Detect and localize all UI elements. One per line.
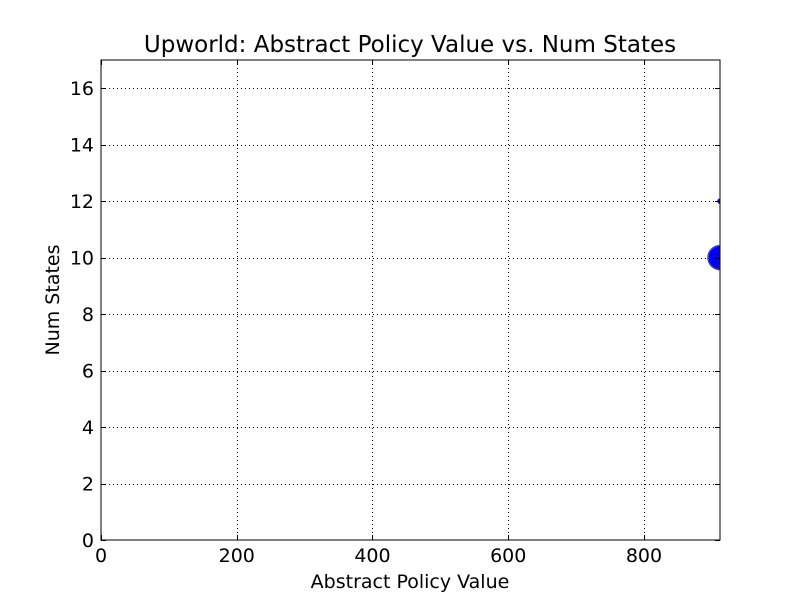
- y-tick-labels: 0 2 4 6 8 10 12 14 16: [70, 78, 94, 552]
- y-tick-label: 2: [82, 474, 94, 496]
- y-tick-label: 12: [70, 191, 94, 213]
- y-tick-label: 16: [70, 78, 94, 100]
- x-tick-label: 600: [490, 545, 526, 567]
- plot-frame: [100, 59, 721, 541]
- y-tick-label: 0: [82, 530, 94, 552]
- x-axis-title: Abstract Policy Value: [311, 571, 510, 593]
- y-axis-title: Num States: [42, 245, 64, 356]
- axis-ticks: [101, 60, 720, 541]
- x-tick-label: 0: [95, 545, 107, 567]
- data-point: [707, 244, 720, 271]
- y-tick-label: 4: [82, 417, 94, 439]
- x-tick-label: 200: [219, 545, 255, 567]
- y-tick-label: 6: [82, 361, 94, 383]
- x-tick-labels: 0 200 400 600 800: [95, 545, 662, 567]
- chart-title: Upworld: Abstract Policy Value vs. Num S…: [144, 32, 676, 58]
- x-tick-label: 800: [626, 545, 662, 567]
- x-tick-label: 400: [354, 545, 390, 567]
- y-tick-label: 14: [70, 135, 94, 157]
- grid: [101, 60, 720, 540]
- y-tick-label: 10: [70, 248, 94, 270]
- y-tick-label: 8: [82, 304, 94, 326]
